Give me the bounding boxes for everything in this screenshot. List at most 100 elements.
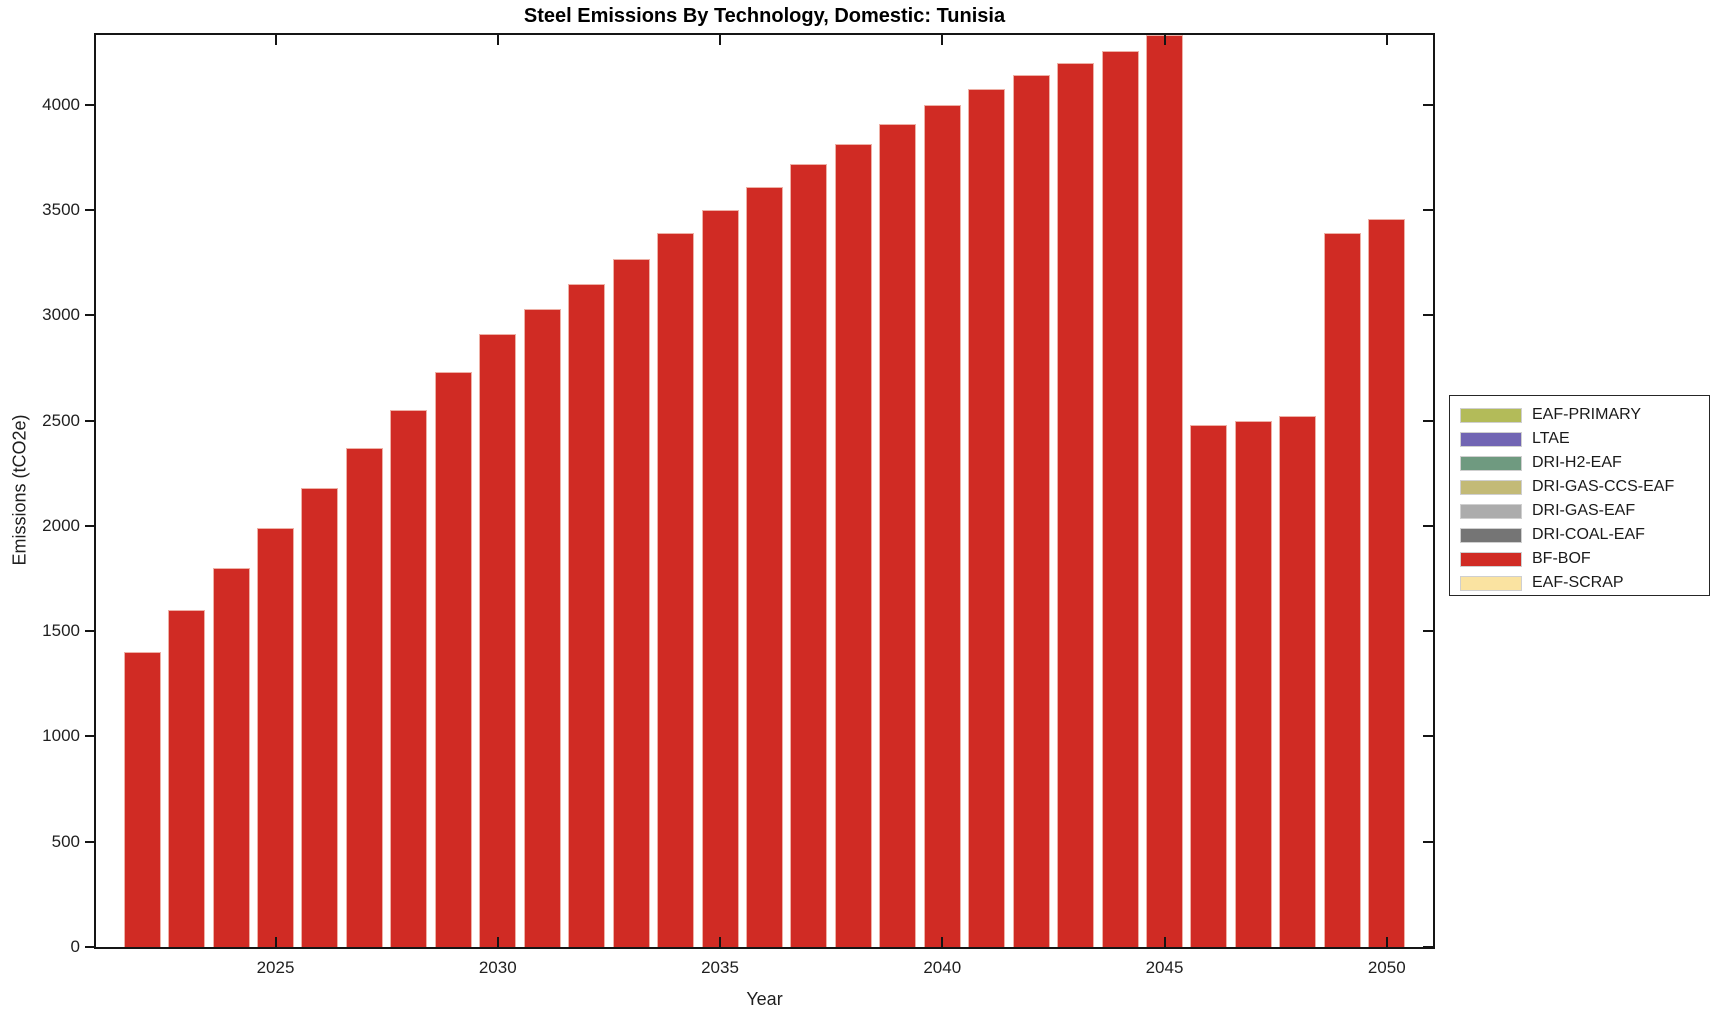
legend-entry: DRI-COAL-EAF	[1450, 523, 1709, 547]
legend-entry-label: BF-BOF	[1532, 550, 1591, 567]
x-tick-label: 2025	[256, 958, 295, 977]
bar-2023	[168, 610, 206, 947]
legend-entry-label: EAF-SCRAP	[1532, 574, 1624, 591]
bar-2031	[523, 309, 561, 947]
y-tick	[85, 419, 94, 422]
x-tick-label: 2045	[1145, 958, 1184, 977]
y-tick-label: 1500	[42, 621, 80, 641]
bar-2050	[1368, 218, 1406, 947]
y-tick	[85, 209, 94, 212]
x-tick	[274, 937, 277, 947]
y-tick-right	[1423, 103, 1433, 106]
bar-2030	[479, 334, 517, 947]
y-tick	[85, 314, 94, 317]
y-tick	[85, 840, 94, 843]
bar-2048	[1279, 416, 1317, 947]
y-axis-label: Emissions (tCO2e)	[9, 414, 30, 566]
y-tick-right	[1423, 946, 1433, 948]
x-tick	[1163, 937, 1166, 947]
y-tick-label: 3500	[42, 200, 80, 220]
legend-entry-label: DRI-COAL-EAF	[1532, 526, 1645, 543]
legend-box: EAF-PRIMARY LTAE DRI-H2-EAF DRI-GAS-CCS-EAF…	[1449, 395, 1710, 596]
legend-entry: DRI-GAS-EAF	[1450, 499, 1709, 523]
bar-2046	[1190, 424, 1228, 947]
bar-2043	[1057, 62, 1095, 947]
bar-2034	[657, 233, 695, 947]
legend-entry: EAF-PRIMARY	[1450, 403, 1709, 427]
legend-swatch	[1460, 527, 1522, 543]
bar-2033	[612, 258, 650, 947]
bar-2045	[1146, 35, 1183, 947]
bar-2042	[1012, 75, 1050, 947]
y-tick	[85, 524, 94, 527]
legend-swatch	[1460, 407, 1522, 423]
bar-2022	[123, 652, 161, 947]
legend-entry-label: LTAE	[1532, 430, 1570, 447]
legend-swatch	[1460, 431, 1522, 447]
y-tick-right	[1423, 209, 1433, 212]
y-tick	[85, 103, 94, 106]
y-tick-label: 2000	[42, 515, 80, 535]
x-tick-label: 2050	[1367, 958, 1406, 977]
bar-2025	[257, 528, 294, 947]
legend-entry: DRI-GAS-CCS-EAF	[1450, 475, 1709, 499]
bar-2044	[1101, 51, 1139, 947]
bar-2032	[568, 283, 606, 947]
legend-entry: DRI-H2-EAF	[1450, 451, 1709, 475]
bar-2049	[1323, 233, 1361, 947]
x-tick-top	[719, 35, 721, 45]
bar-2038	[834, 143, 872, 947]
legend-entry: BF-BOF	[1450, 547, 1709, 571]
x-tick-label: 2030	[478, 958, 517, 977]
y-tick-right	[1423, 630, 1433, 633]
bar-2039	[879, 123, 917, 947]
x-tick-top	[941, 35, 944, 45]
y-tick-label: 1000	[42, 726, 80, 746]
y-tick-right	[1423, 840, 1433, 843]
bar-2037	[790, 163, 828, 947]
legend-swatch	[1460, 575, 1522, 591]
legend-entry-label: EAF-PRIMARY	[1532, 406, 1642, 423]
x-tick-top	[1385, 35, 1388, 45]
y-tick	[85, 946, 94, 948]
plot-area	[85, 33, 1435, 949]
y-tick-label: 0	[70, 937, 80, 956]
bar-2026	[301, 488, 339, 947]
bar-2035	[701, 210, 739, 947]
x-tick-label: 2035	[701, 958, 739, 977]
y-tick-right	[1423, 524, 1433, 527]
bar-2040	[923, 104, 961, 947]
x-tick	[1385, 937, 1388, 947]
y-tick-label: 3000	[42, 305, 80, 325]
y-tick	[85, 630, 94, 633]
bar-2029	[434, 372, 472, 947]
x-tick-top	[274, 35, 277, 45]
legend-swatch	[1460, 455, 1522, 471]
legend-entry-label: DRI-H2-EAF	[1532, 454, 1622, 471]
x-tick	[496, 937, 499, 947]
x-tick-top	[1163, 35, 1166, 45]
legend-swatch	[1460, 551, 1522, 567]
bar-2028	[390, 410, 428, 947]
x-tick-top	[496, 35, 499, 45]
bar-2041	[968, 89, 1006, 947]
legend-entry: EAF-SCRAP	[1450, 571, 1709, 595]
x-tick-label: 2040	[923, 958, 962, 977]
legend-entry-label: DRI-GAS-EAF	[1532, 502, 1636, 519]
x-tick	[941, 937, 944, 947]
x-tick	[719, 937, 721, 947]
y-tick-label: 500	[51, 831, 80, 851]
legend-swatch	[1460, 479, 1522, 495]
bar-2036	[745, 187, 783, 947]
legend-entry: LTAE	[1450, 427, 1709, 451]
x-axis-label: Year	[746, 989, 783, 1009]
bar-2027	[345, 448, 383, 947]
legend-entry-label: DRI-GAS-CCS-EAF	[1532, 478, 1675, 495]
y-tick-label: 2500	[42, 410, 80, 430]
bar-2024	[212, 568, 250, 947]
legend-swatch	[1460, 503, 1522, 519]
bar-2047	[1234, 420, 1272, 947]
chart-title: Steel Emissions By Technology, Domestic:…	[523, 5, 1006, 27]
y-tick-right	[1423, 735, 1433, 738]
